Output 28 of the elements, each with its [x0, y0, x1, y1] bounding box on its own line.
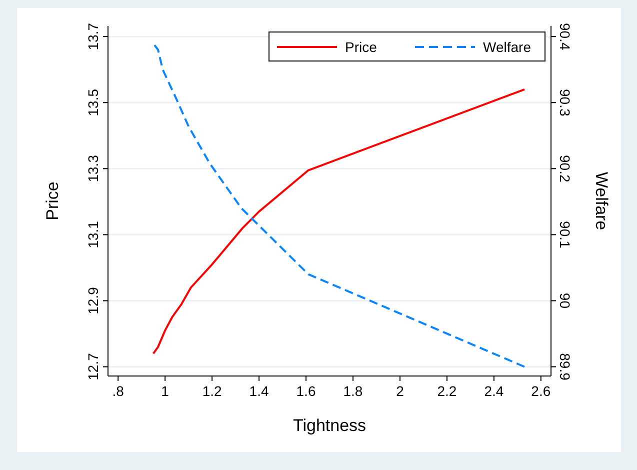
x-tick-label: 2.2 [437, 383, 457, 399]
y2-tick-label: 90.4 [557, 22, 573, 50]
x-tick-label: .8 [112, 383, 124, 399]
x-tick-label: 1 [161, 383, 170, 399]
x-tick-label: 2.6 [531, 383, 551, 399]
y-axis-title: Price [43, 182, 62, 220]
y2-tick-label: 90.3 [557, 88, 573, 116]
y-tick-label: 12.9 [85, 286, 101, 314]
y-tick-label: 13.7 [85, 22, 101, 50]
x-axis-title: Tightness [292, 416, 366, 435]
legend-label: Price [345, 39, 378, 55]
y-tick-label: 12.7 [85, 352, 101, 380]
x-tick-label: 1.2 [202, 383, 222, 399]
x-tick-label: 2.4 [484, 383, 504, 399]
x-tick-label: 1.4 [249, 383, 269, 399]
y-tick-label: 13.1 [85, 220, 101, 248]
line-series [152, 88, 526, 355]
y2-axis-title: Welfare [592, 172, 611, 230]
y2-tick-label: 90.1 [557, 221, 573, 249]
y-tick-label: 13.3 [85, 154, 101, 182]
x-tick-label: 1.8 [343, 383, 363, 399]
y2-tick-label: 90 [557, 292, 573, 309]
y2-tick-label: 89.9 [557, 353, 573, 381]
x-tick-label: 2 [396, 383, 404, 399]
legend-label: Welfare [483, 39, 532, 55]
y-tick-label: 13.5 [85, 88, 101, 116]
y2-tick-label: 90.2 [557, 155, 573, 182]
x-tick-label: 1.6 [296, 383, 316, 399]
